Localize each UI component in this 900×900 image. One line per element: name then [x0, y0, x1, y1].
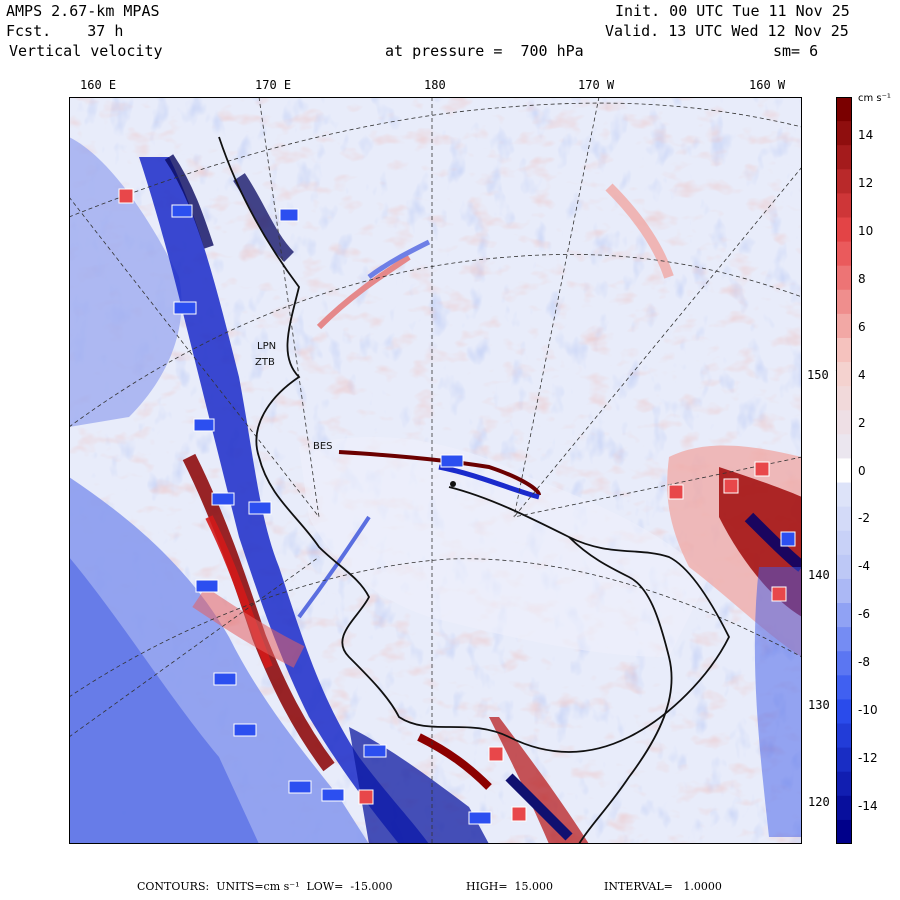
lat-label-150w: 150 W: [807, 368, 844, 382]
colorbar-cell: [836, 313, 852, 339]
coastline-south: [568, 536, 673, 844]
graticule: [69, 97, 802, 844]
footer-contours: CONTOURS: UNITS=cm s⁻¹ LOW= -15.000: [137, 880, 393, 893]
strong-descent-east: [744, 512, 802, 572]
colorbar-cell: [836, 554, 852, 580]
colorbar-cell: [836, 410, 852, 435]
lon-label-170e: 170 E: [255, 78, 292, 92]
colorbar-cell: [836, 145, 852, 170]
pressure-level: at pressure = 700 hPa: [385, 42, 584, 60]
colorbar-cell: [836, 578, 852, 604]
colorbar-cell: [836, 819, 852, 844]
colorbar: [836, 97, 852, 844]
colorbar-tick: 4: [858, 367, 866, 382]
station-bes: BES: [313, 441, 333, 452]
colorbar-tick: 6: [858, 319, 866, 334]
ascent-region-pink: [192, 587, 305, 668]
colorbar-cell: [836, 121, 852, 146]
vertical-velocity-map: LPN ZTB BES: [69, 97, 802, 844]
field-name: Vertical velocity: [9, 42, 163, 60]
colorbar-cell: [836, 506, 852, 532]
colorbar-tick: -8: [858, 655, 870, 670]
colorbar-frame: [836, 97, 852, 844]
colorbar-cell: [836, 217, 852, 243]
colorbar-tick: 8: [858, 271, 866, 286]
colorbar-cell: [836, 97, 852, 122]
lat-label-120w: 120 W: [808, 795, 845, 809]
ice-shelf-wave-red: [338, 450, 541, 496]
colorbar-tick: 12: [858, 175, 874, 190]
station-lpn: LPN: [257, 341, 276, 352]
colorbar-tick: -4: [858, 559, 870, 574]
ascent-streak-south: [417, 733, 492, 790]
lon-label-170w: 170 W: [578, 78, 615, 92]
colorbar-tick: 0: [858, 463, 866, 478]
colorbar-cell: [836, 795, 852, 821]
footer-high: HIGH= 15.000: [466, 880, 554, 893]
descent-region-northwest: [69, 137, 182, 427]
lon-label-180: 180: [424, 78, 446, 92]
mountain-wave-band: [139, 157, 429, 844]
coastline: [218, 136, 731, 753]
colorbar-cells: [836, 97, 852, 844]
colorbar-cell: [836, 627, 852, 652]
lon-label-160e: 160 E: [80, 78, 117, 92]
colorbar-tick: 10: [858, 223, 874, 238]
colorbar-cell: [836, 651, 852, 676]
model-title: AMPS 2.67-km MPAS: [6, 2, 160, 20]
descent-region-southwest: [69, 557, 259, 844]
ross-ice-shelf-area: [299, 437, 709, 657]
footer-interval: INTERVAL= 1.0000: [604, 880, 722, 893]
station-ztb: ZTB: [255, 357, 275, 368]
colorbar-cell: [836, 603, 852, 628]
colorbar-cell: [836, 530, 852, 556]
lat-label-130w: 130 W: [808, 698, 845, 712]
colorbar-tick: -10: [858, 703, 878, 718]
colorbar-cell: [836, 362, 852, 387]
colorbar-unit: cm s⁻¹: [858, 93, 891, 104]
colorbar-cell: [836, 723, 852, 749]
ice-shelf-wave-blue: [438, 464, 540, 500]
colorbar-cell: [836, 675, 852, 700]
lat-label-140w: 140 W: [808, 568, 845, 582]
colorbar-cell: [836, 289, 852, 315]
north-ascent-streak: [605, 183, 674, 279]
colorbar-tick: -6: [858, 607, 870, 622]
colorbar-tick: -14: [858, 799, 878, 813]
colorbar-cell: [836, 482, 852, 508]
station-dot: [450, 481, 456, 487]
lon-label-160w: 160 W: [749, 78, 786, 92]
extrema-markers: [118, 188, 796, 825]
descent-region-east: [754, 567, 802, 837]
ascent-region-south: [489, 717, 589, 844]
colorbar-cell: [836, 458, 852, 484]
colorbar-cell: [836, 747, 852, 773]
colorbar-tick: 2: [858, 415, 866, 430]
colorbar-cell: [836, 265, 852, 291]
descent-streak-south: [505, 773, 573, 841]
colorbar-cell: [836, 699, 852, 725]
colorbar-tick: -2: [858, 511, 870, 526]
init-time: Init. 00 UTC Tue 11 Nov 25: [615, 2, 850, 20]
smoothing: sm= 6: [773, 42, 819, 60]
north-streak-2: [367, 239, 431, 280]
descent-streak-north: [164, 154, 214, 249]
forecast-hour: Fcst. 37 h: [6, 22, 124, 40]
colorbar-cell: [836, 193, 852, 218]
map-frame: [69, 97, 802, 844]
descent-streak-north2: [233, 173, 295, 262]
north-streak-1: [316, 254, 411, 330]
colorbar-tick: 14: [858, 128, 874, 142]
colorbar-cell: [836, 386, 852, 411]
colorbar-cell: [836, 241, 852, 267]
colorbar-cell: [836, 434, 852, 459]
colorbar-tick: -12: [858, 751, 878, 766]
colorbar-cell: [836, 169, 852, 194]
valid-time: Valid. 13 UTC Wed 12 Nov 25: [605, 22, 849, 40]
colorbar-cell: [836, 337, 852, 363]
colorbar-cell: [836, 771, 852, 797]
